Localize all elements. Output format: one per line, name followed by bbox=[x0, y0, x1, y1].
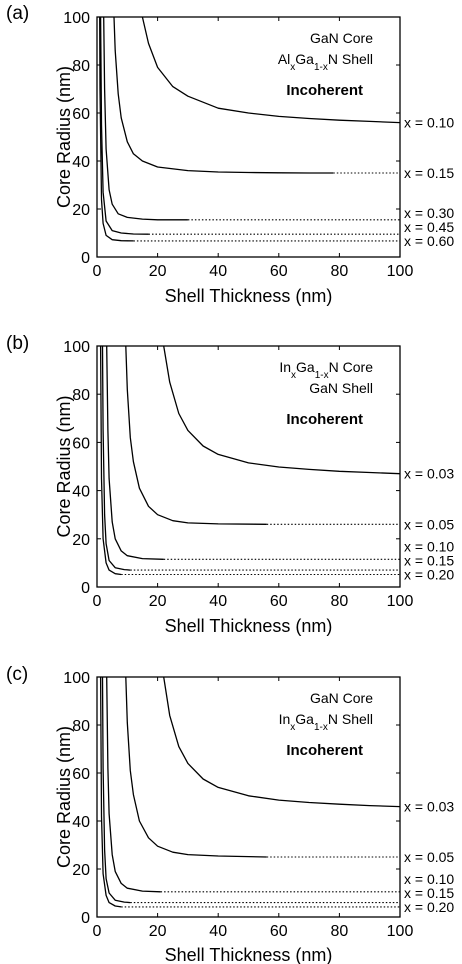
panel-label: (c) bbox=[6, 664, 28, 685]
x-tick-label: 60 bbox=[270, 593, 288, 610]
series-line bbox=[101, 345, 131, 571]
annotation-line-1: InxGa1-xN Core bbox=[279, 359, 373, 381]
series-label: x = 0.10 bbox=[404, 538, 454, 554]
x-tick-label: 0 bbox=[93, 263, 102, 280]
series-label: x = 0.10 bbox=[404, 871, 454, 887]
chart-panel-a: (a) 0 20 40 60 80 100 0 20 40 60 80 100 Shell Thickne… bbox=[6, 3, 454, 306]
y-tick-label: 0 bbox=[81, 250, 90, 267]
x-tick-label: 80 bbox=[331, 593, 349, 610]
series-label: x = 0.15 bbox=[404, 885, 454, 901]
region-label: Incoherent bbox=[286, 742, 363, 759]
x-tick-label: 40 bbox=[209, 923, 227, 940]
series-label: x = 0.03 bbox=[404, 799, 454, 815]
x-tick-label: 20 bbox=[149, 593, 167, 610]
x-axis-title: Shell Thickness (nm) bbox=[165, 286, 333, 306]
x-axis-title: Shell Thickness (nm) bbox=[165, 616, 333, 636]
annotation-line-2: GaN Shell bbox=[309, 380, 373, 396]
series-label: x = 0.05 bbox=[404, 849, 454, 865]
y-tick-label: 40 bbox=[72, 814, 90, 831]
series-label: x = 0.03 bbox=[404, 466, 454, 482]
x-tick-label: 0 bbox=[93, 593, 102, 610]
y-tick-label: 80 bbox=[72, 387, 90, 404]
series-line bbox=[103, 16, 188, 221]
x-tick-label: 20 bbox=[149, 923, 167, 940]
series-line bbox=[99, 345, 122, 576]
series-line bbox=[99, 16, 134, 242]
series-label: x = 0.20 bbox=[404, 566, 454, 582]
x-tick-label: 100 bbox=[387, 263, 414, 280]
y-tick-label: 40 bbox=[72, 484, 90, 501]
series-label: x = 0.45 bbox=[404, 219, 454, 235]
series-label: x = 0.05 bbox=[404, 516, 454, 532]
x-tick-label: 20 bbox=[149, 263, 167, 280]
y-axis-title: Core Radius (nm) bbox=[54, 66, 74, 208]
y-tick-label: 100 bbox=[63, 10, 90, 27]
plot-frame bbox=[96, 345, 401, 588]
series-line bbox=[113, 16, 334, 174]
y-axis-title: Core Radius (nm) bbox=[54, 726, 74, 868]
series-label: x = 0.20 bbox=[404, 899, 454, 915]
series-label: x = 0.60 bbox=[404, 233, 454, 249]
annotation-line-2: AlxGa1-xN Shell bbox=[278, 51, 373, 73]
y-axis-title: Core Radius (nm) bbox=[54, 395, 74, 537]
plot-frame bbox=[96, 16, 401, 258]
x-tick-label: 60 bbox=[270, 923, 288, 940]
x-axis-title: Shell Thickness (nm) bbox=[165, 945, 333, 964]
y-tick-label: 0 bbox=[81, 910, 90, 927]
y-tick-label: 100 bbox=[63, 670, 90, 687]
series-line bbox=[101, 676, 131, 904]
annotation-line-2: InxGa1-xN Shell bbox=[279, 711, 373, 733]
region-label: Incoherent bbox=[286, 82, 363, 99]
series-label: x = 0.15 bbox=[404, 165, 454, 181]
series-line bbox=[163, 676, 401, 808]
y-tick-label: 40 bbox=[72, 154, 90, 171]
series-line bbox=[163, 345, 401, 475]
series-line bbox=[125, 345, 267, 525]
series-line bbox=[106, 676, 161, 893]
y-tick-label: 20 bbox=[72, 532, 90, 549]
y-tick-label: 80 bbox=[72, 718, 90, 735]
series-line bbox=[99, 16, 149, 235]
series-label: x = 0.10 bbox=[404, 115, 454, 131]
y-tick-label: 60 bbox=[72, 106, 90, 123]
x-tick-label: 100 bbox=[387, 923, 414, 940]
region-label: Incoherent bbox=[286, 411, 363, 428]
y-tick-label: 80 bbox=[72, 58, 90, 75]
chart-panel-b: (b) 0 20 40 60 80 100 0 20 40 60 80 100 Shell Thickne… bbox=[6, 333, 454, 636]
x-tick-label: 100 bbox=[387, 593, 414, 610]
series-label: x = 0.30 bbox=[404, 205, 454, 221]
x-tick-label: 80 bbox=[331, 923, 349, 940]
annotation-line-1: GaN Core bbox=[310, 30, 373, 46]
x-tick-label: 60 bbox=[270, 263, 288, 280]
series-line bbox=[125, 676, 267, 858]
plot-frame bbox=[96, 676, 401, 918]
panel-label: (a) bbox=[6, 3, 29, 24]
x-tick-label: 0 bbox=[93, 923, 102, 940]
x-tick-label: 80 bbox=[331, 263, 349, 280]
panel-label: (b) bbox=[6, 333, 29, 354]
y-tick-label: 20 bbox=[72, 202, 90, 219]
y-tick-label: 60 bbox=[72, 435, 90, 452]
y-tick-label: 60 bbox=[72, 766, 90, 783]
series-label: x = 0.15 bbox=[404, 552, 454, 568]
annotation-line-1: GaN Core bbox=[310, 690, 373, 706]
y-tick-label: 100 bbox=[63, 339, 90, 356]
x-tick-label: 40 bbox=[209, 593, 227, 610]
chart-panel-c: (c) 0 20 40 60 80 100 0 20 40 60 80 100 Shell Thickne… bbox=[6, 664, 454, 964]
series-line bbox=[99, 676, 122, 908]
y-tick-label: 0 bbox=[81, 580, 90, 597]
series-line bbox=[106, 345, 164, 560]
y-tick-label: 20 bbox=[72, 862, 90, 879]
x-tick-label: 40 bbox=[209, 263, 227, 280]
series-line bbox=[141, 16, 401, 124]
